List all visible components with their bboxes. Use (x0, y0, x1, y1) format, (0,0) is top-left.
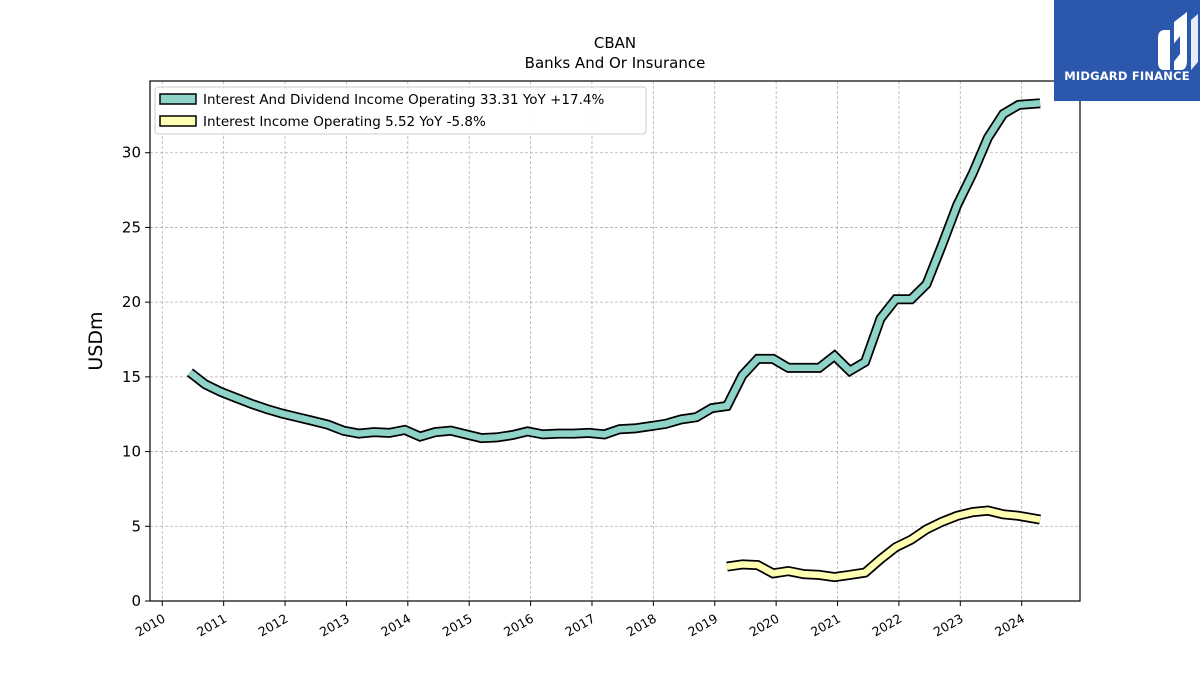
x-tick-label: 2010 (133, 611, 168, 640)
x-tick-label: 2020 (747, 611, 782, 640)
y-tick-label: 30 (122, 144, 141, 162)
x-tick-label: 2018 (624, 611, 659, 640)
x-tick-label: 2014 (378, 611, 413, 640)
x-tick-label: 2023 (931, 611, 966, 640)
y-tick-label: 0 (131, 592, 141, 610)
x-tick-label: 2013 (317, 611, 352, 640)
y-tick-label: 20 (122, 293, 141, 311)
midgard-logo-icon (1158, 12, 1198, 70)
y-tick-label: 5 (131, 517, 141, 535)
brand-name: MIDGARD FINANCE (1064, 69, 1190, 83)
chart-title: CBAN (594, 34, 636, 52)
x-tick-label: 2022 (869, 611, 904, 640)
grid (150, 81, 1080, 601)
brand-logo: MIDGARD FINANCE (1054, 0, 1200, 101)
plot-frame (149, 80, 1081, 602)
legend: Interest And Dividend Income Operating 3… (154, 86, 647, 135)
series-line-outline-0 (186, 98, 1041, 444)
legend-box (154, 86, 647, 135)
chart-subtitle: Banks And Or Insurance (525, 54, 706, 72)
y-tick-label: 25 (122, 218, 141, 236)
x-tick-label: 2017 (562, 611, 597, 640)
x-tick-label: 2021 (808, 611, 843, 640)
series-layer (186, 98, 1041, 583)
legend-swatch-interest-and-dividend (159, 93, 197, 105)
x-tick-label: 2019 (685, 611, 720, 640)
x-tick-label: 2011 (194, 611, 229, 640)
y-tick-label: 10 (122, 443, 141, 461)
x-tick-label: 2016 (501, 611, 536, 640)
series-line-outline-1 (726, 505, 1041, 583)
series-line-0 (187, 100, 1041, 442)
legend-label-interest-income: Interest Income Operating 5.52 YoY -5.8% (203, 114, 486, 130)
x-tick-label: 2015 (440, 611, 475, 640)
y-axis-label: USDm (85, 311, 107, 370)
y-tick-label: 15 (122, 368, 141, 386)
legend-label-interest-and-dividend: Interest And Dividend Income Operating 3… (203, 92, 604, 108)
series-line-1 (726, 507, 1041, 581)
axes: 0 5 10 15 20 25 30 2010 2011 2012 2013 2014 2015 2016… (122, 144, 1027, 640)
x-tick-label: 2012 (255, 611, 290, 640)
x-tick-label: 2024 (992, 611, 1027, 640)
legend-swatch-interest-income (159, 115, 197, 127)
